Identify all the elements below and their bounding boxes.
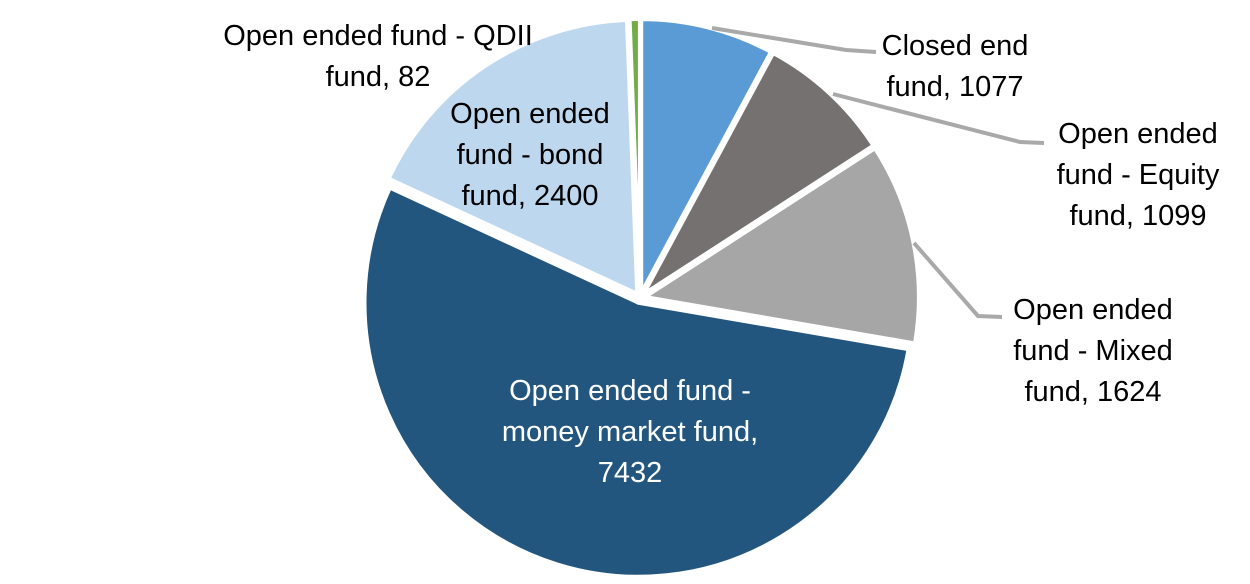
slice-label-line: Open ended — [450, 98, 610, 130]
slice-label-line: Closed end — [881, 30, 1029, 62]
slice-label-open-ended-qdii-fund: Open ended fund - QDII fund, 82 — [223, 16, 533, 98]
leader-line-open-ended-mixed-fund — [912, 241, 1003, 319]
pie-slice-open-ended-mixed-fund[interactable] — [642, 146, 921, 346]
pie-slice-open-ended-equity-fund[interactable] — [641, 51, 876, 297]
leader-line-open-ended-equity-fund — [832, 92, 1045, 145]
slice-label-line: Open ended fund - QDII — [223, 20, 533, 52]
pie-slice-open-ended-qdii-fund[interactable] — [627, 16, 642, 295]
slice-label-line: fund - Equity — [1056, 159, 1220, 191]
slice-label-open-ended-money-market-fund: Open ended fund - money market fund, 7432 — [502, 371, 758, 494]
pie-slice-open-ended-money-market-fund[interactable] — [362, 185, 911, 579]
slice-label-line: 7432 — [597, 457, 663, 489]
slice-label-closed-end-fund: Closed end fund, 1077 — [882, 26, 1029, 108]
leader-line-closed-end-fund — [711, 26, 877, 54]
pie-slice-closed-end-fund[interactable] — [639, 17, 773, 296]
slice-label-line: fund - Mixed — [1013, 335, 1173, 367]
slice-label-open-ended-bond-fund: Open ended fund - bond fund, 2400 — [450, 94, 610, 217]
slice-label-line: fund - bond — [456, 139, 604, 171]
slice-label-line: fund, 2400 — [461, 180, 599, 212]
slice-label-line: Open ended fund - — [509, 375, 751, 407]
slice-label-open-ended-equity-fund: Open ended fund - Equity fund, 1099 — [1057, 114, 1220, 237]
slice-label-line: fund, 1624 — [1024, 376, 1162, 408]
slice-label-line: Open ended — [1058, 118, 1218, 150]
slice-label-line: Open ended — [1013, 294, 1173, 326]
slice-label-line: fund, 1077 — [886, 71, 1024, 103]
slice-label-line: fund, 82 — [325, 61, 431, 93]
slice-label-line: money market fund, — [501, 416, 759, 448]
slice-label-line: fund, 1099 — [1069, 200, 1207, 232]
pie-slice-open-ended-bond-fund[interactable] — [386, 18, 640, 296]
slice-label-open-ended-mixed-fund: Open ended fund - Mixed fund, 1624 — [1013, 290, 1173, 413]
